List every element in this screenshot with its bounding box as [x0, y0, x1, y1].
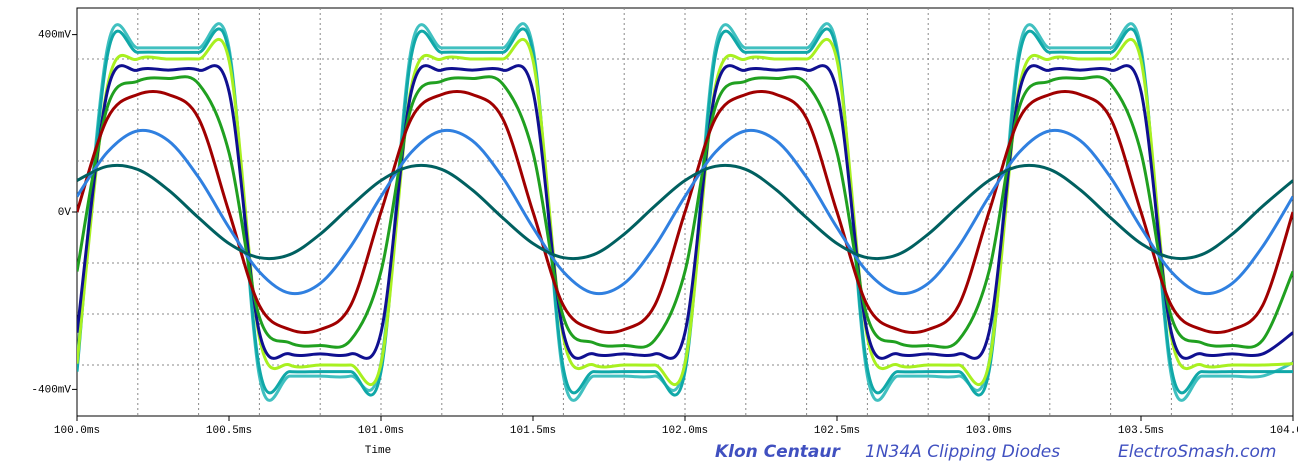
x-tick-label: 100.5ms — [206, 425, 252, 437]
y-tick-label: 0V — [58, 207, 72, 219]
series-line — [77, 89, 1293, 335]
y-tick-label: 400mV — [38, 30, 71, 42]
x-tick-label: 101.5ms — [510, 425, 556, 437]
series-line — [77, 75, 1293, 349]
x-axis-label: Time — [365, 445, 391, 457]
x-tick-label: 102.5ms — [814, 425, 860, 437]
series-line — [77, 128, 1293, 296]
series-line — [77, 64, 1293, 360]
series-line — [77, 37, 1293, 387]
x-tick-label: 104.0ms — [1270, 425, 1298, 437]
y-tick-label: -400mV — [31, 384, 71, 396]
x-tick-label: 103.0ms — [966, 425, 1012, 437]
series-line — [77, 27, 1293, 397]
x-tick-label: 101.0ms — [358, 425, 404, 437]
series-line — [77, 163, 1293, 261]
footer-subtitle: 1N34A Clipping Diodes — [865, 442, 1060, 462]
footer-title: Klon Centaur — [715, 442, 842, 462]
x-tick-label: 102.0ms — [662, 425, 708, 437]
x-tick-label: 103.5ms — [1118, 425, 1164, 437]
x-tick-label: 100.0ms — [54, 425, 100, 437]
footer-site: ElectroSmash.com — [1118, 442, 1276, 462]
